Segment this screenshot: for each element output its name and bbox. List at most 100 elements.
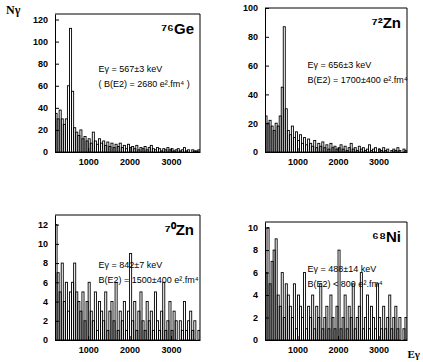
histogram-bar	[194, 321, 196, 340]
tick: 80	[38, 59, 59, 69]
annotation: Eγ = 842±7 keV	[99, 260, 163, 270]
frame	[55, 215, 200, 216]
tick-label: 3000	[161, 157, 181, 167]
annotation: B(E2) = 1700±400 e².fm⁴	[308, 75, 408, 85]
tick-label: 8	[253, 245, 258, 255]
tick: 3000	[161, 148, 181, 167]
tick-mark	[55, 302, 59, 303]
tick-mark	[171, 148, 172, 152]
tick-mark	[297, 148, 298, 152]
tick-label: 1000	[288, 157, 308, 167]
tick-mark	[55, 244, 59, 245]
tick: 80	[248, 32, 269, 42]
tick-mark	[55, 64, 59, 65]
tick-mark	[55, 20, 59, 21]
tick-label: 3000	[369, 157, 389, 167]
axis-line	[56, 152, 201, 153]
tick: 0	[253, 335, 269, 345]
tick-label: 1000	[79, 157, 99, 167]
tick-label: 3000	[161, 345, 181, 355]
tick-label: 3000	[369, 345, 389, 355]
tick-mark	[338, 148, 339, 152]
tick: 100	[33, 37, 59, 47]
tick-label: 2	[253, 313, 258, 323]
bars	[55, 28, 200, 152]
x-axis: 1000 2000 3000	[266, 336, 408, 355]
frame	[265, 222, 407, 223]
x-axis: 1000 2000 3000	[56, 336, 201, 355]
tick-label: 20	[38, 125, 48, 135]
tick-label: 6	[43, 278, 48, 288]
tick-label: 4	[43, 297, 48, 307]
tick: 8	[43, 258, 59, 268]
panel: 100020003000020406080100120⁷⁶GeEγ = 567±…	[33, 14, 201, 167]
tick: 40	[248, 90, 269, 100]
tick-label: 2000	[120, 345, 140, 355]
panel: 1000200030000246810⁶⁸NiEγ = 488±14 keVB(…	[248, 222, 408, 355]
tick-mark	[265, 228, 269, 229]
tick-label: 6	[253, 268, 258, 278]
tick: 8	[253, 245, 269, 255]
frame	[200, 14, 201, 152]
tick-mark	[265, 152, 269, 153]
tick: 2000	[120, 336, 140, 355]
axis-line	[55, 15, 56, 153]
axis-line	[56, 340, 201, 341]
tick-label: 2000	[329, 345, 349, 355]
tick-mark	[265, 318, 269, 319]
tick-mark	[265, 295, 269, 296]
tick-label: 2000	[329, 157, 349, 167]
tick: 20	[248, 119, 269, 129]
tick-label: 1000	[79, 345, 99, 355]
tick-mark	[130, 336, 131, 340]
annotation: ( B(E2) = 2680 e².fm⁴ )	[99, 79, 190, 89]
tick-label: 8	[43, 258, 48, 268]
panel-title: ⁷⁶Ge	[161, 20, 194, 37]
tick: 10	[248, 223, 269, 233]
x-axis: 1000 2000 3000	[56, 148, 201, 167]
tick-mark	[88, 148, 89, 152]
frame	[200, 215, 201, 340]
tick-mark	[55, 152, 59, 153]
tick-mark	[265, 273, 269, 274]
axis-line	[266, 152, 408, 153]
tick: 60	[38, 81, 59, 91]
bars	[55, 225, 200, 340]
tick-mark	[55, 108, 59, 109]
tick: 2000	[329, 148, 349, 167]
tick-mark	[265, 94, 269, 95]
tick: 0	[43, 335, 59, 345]
histogram-bar	[175, 321, 177, 340]
tick: 3000	[161, 336, 181, 355]
tick: 2000	[329, 336, 349, 355]
tick: 12	[38, 220, 59, 230]
tick: 4	[253, 290, 269, 300]
tick: 4	[43, 297, 59, 307]
y-axis: 0 2 4 6 8 10	[248, 223, 269, 346]
tick-label: 0	[43, 335, 48, 345]
tick: 2000	[120, 148, 140, 167]
tick-mark	[265, 37, 269, 38]
tick: 120	[33, 15, 59, 25]
panel: 100020003000020406080100⁷²ZnEγ = 656±3 k…	[243, 3, 408, 167]
annotation: Eγ = 567±3 keV	[99, 64, 163, 74]
tick-mark	[55, 86, 59, 87]
tick-mark	[55, 340, 59, 341]
histogram-bar	[387, 149, 389, 152]
figure: 100020003000020406080100120⁷⁶GeEγ = 567±…	[0, 0, 423, 362]
tick-label: 60	[38, 81, 48, 91]
tick: 20	[38, 125, 59, 135]
tick-label: 12	[38, 220, 48, 230]
y-axis: 020406080100120	[33, 15, 59, 158]
tick-mark	[55, 263, 59, 264]
tick-mark	[265, 123, 269, 124]
tick-mark	[265, 250, 269, 251]
tick-mark	[379, 148, 380, 152]
tick-label: 80	[248, 32, 258, 42]
tick-mark	[265, 8, 269, 9]
tick-label: 0	[43, 147, 48, 157]
tick: 1000	[288, 336, 308, 355]
tick-label: 0	[253, 147, 258, 157]
tick-mark	[55, 225, 59, 226]
tick-label: 20	[248, 119, 258, 129]
